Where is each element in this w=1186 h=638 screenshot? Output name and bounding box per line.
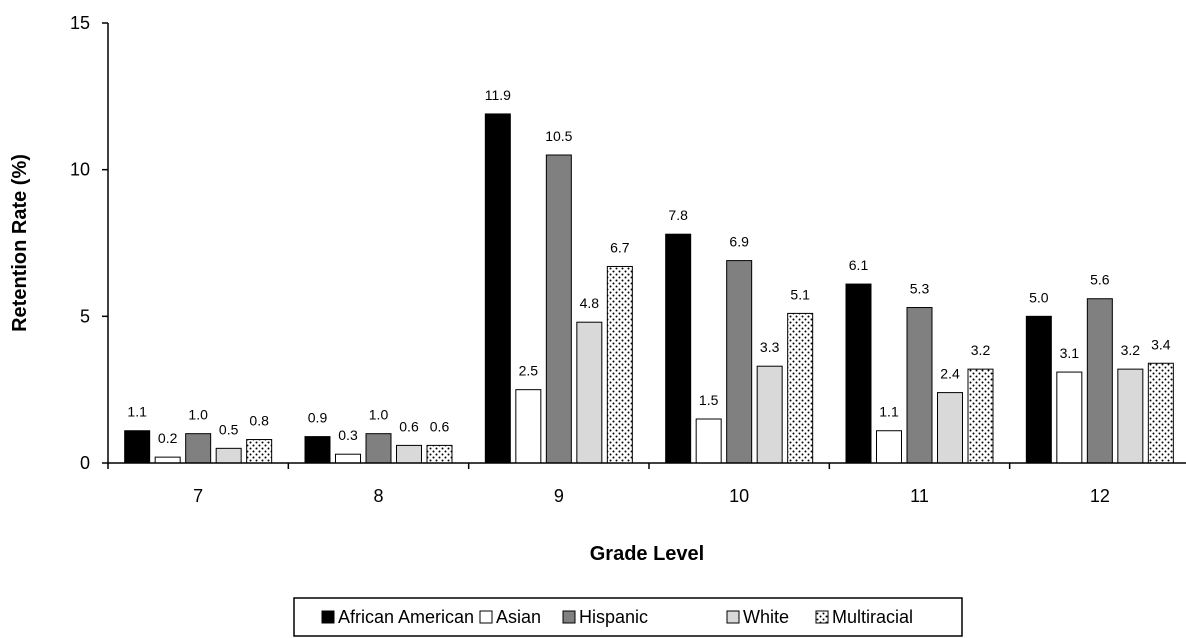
bar bbox=[246, 439, 273, 464]
data-label: 1.5 bbox=[699, 392, 719, 408]
bar bbox=[545, 154, 572, 464]
bar bbox=[756, 365, 783, 464]
legend-box bbox=[293, 597, 963, 637]
bar bbox=[906, 307, 933, 464]
data-label: 6.7 bbox=[610, 239, 630, 255]
legend-swatch bbox=[815, 610, 829, 624]
bar bbox=[124, 430, 151, 464]
bar bbox=[937, 392, 963, 464]
x-tick-label: 7 bbox=[193, 486, 203, 506]
bar bbox=[787, 312, 814, 464]
bar bbox=[1056, 371, 1083, 464]
legend-label: Hispanic bbox=[579, 607, 648, 627]
data-label: 3.1 bbox=[1060, 345, 1080, 361]
y-tick-label: 5 bbox=[80, 306, 90, 326]
bar bbox=[876, 430, 902, 464]
bar bbox=[1086, 298, 1113, 464]
legend-swatch bbox=[479, 610, 493, 624]
data-label: 1.0 bbox=[369, 407, 389, 423]
legend-label: Multiracial bbox=[832, 607, 913, 627]
y-tick-label: 15 bbox=[70, 13, 90, 33]
bar bbox=[396, 444, 422, 464]
bar bbox=[845, 283, 872, 464]
data-label: 2.4 bbox=[940, 366, 960, 382]
y-tick-label: 10 bbox=[70, 160, 90, 180]
data-label: 0.6 bbox=[399, 418, 419, 434]
data-label: 0.8 bbox=[249, 413, 269, 429]
data-label: 7.8 bbox=[668, 207, 688, 223]
x-tick-label: 8 bbox=[373, 486, 383, 506]
bar bbox=[1147, 362, 1174, 464]
data-label: 0.3 bbox=[338, 427, 358, 443]
data-label: 11.9 bbox=[485, 87, 511, 103]
data-label: 5.3 bbox=[910, 281, 930, 297]
y-axis-title: Retention Rate (%) bbox=[9, 154, 31, 332]
data-label: 6.1 bbox=[849, 257, 869, 273]
data-label: 0.9 bbox=[308, 410, 328, 426]
bar bbox=[335, 453, 361, 464]
legend-label: Asian bbox=[496, 607, 541, 627]
bar bbox=[365, 433, 392, 464]
data-label: 3.2 bbox=[1121, 342, 1141, 358]
data-label: 1.1 bbox=[879, 404, 899, 420]
bar bbox=[967, 368, 994, 464]
data-label: 3.4 bbox=[1151, 336, 1171, 352]
bar bbox=[185, 433, 212, 464]
legend-swatch bbox=[321, 610, 335, 624]
x-axis-title: Grade Level bbox=[590, 543, 705, 565]
legend-label: White bbox=[743, 607, 789, 627]
bar bbox=[484, 113, 511, 464]
legend-swatch bbox=[726, 610, 740, 624]
data-label: 0.6 bbox=[430, 418, 450, 434]
data-label: 3.2 bbox=[971, 342, 991, 358]
x-tick-label: 12 bbox=[1090, 486, 1110, 506]
data-label: 0.2 bbox=[158, 430, 178, 446]
x-tick-label: 9 bbox=[554, 486, 564, 506]
bar bbox=[515, 389, 542, 464]
legend-label: African American bbox=[338, 607, 474, 627]
data-label: 3.3 bbox=[760, 339, 780, 355]
x-tick-label: 10 bbox=[729, 486, 749, 506]
data-label: 5.6 bbox=[1090, 272, 1110, 288]
data-label: 1.0 bbox=[188, 407, 208, 423]
data-label: 5.1 bbox=[790, 286, 810, 302]
data-label: 10.5 bbox=[545, 128, 572, 144]
data-label: 5.0 bbox=[1029, 289, 1049, 305]
data-label: 0.5 bbox=[219, 421, 239, 437]
legend: African American Asian Hispanic White Multir… bbox=[293, 597, 963, 637]
bar bbox=[695, 418, 722, 464]
data-label: 2.5 bbox=[519, 363, 539, 379]
bar bbox=[606, 265, 633, 464]
bar bbox=[215, 447, 242, 464]
bar bbox=[726, 260, 753, 464]
plot-area: 1.1 0.2 1.0 0.5 0.8 7 0.9 0.3 1.0 0.6 0.6 8 11.9 2.5 1… bbox=[70, 13, 1186, 506]
x-tick-label: 11 bbox=[910, 486, 929, 506]
bar bbox=[1025, 315, 1052, 464]
data-label: 6.9 bbox=[729, 234, 749, 250]
bar bbox=[576, 321, 603, 464]
y-tick-label: 0 bbox=[80, 453, 90, 473]
bar bbox=[1117, 368, 1144, 464]
data-label: 4.8 bbox=[580, 295, 600, 311]
bar bbox=[665, 233, 692, 464]
data-label: 1.1 bbox=[127, 404, 147, 420]
bar bbox=[426, 444, 453, 464]
bar bbox=[304, 436, 331, 464]
bar bbox=[154, 456, 181, 464]
legend-swatch bbox=[562, 610, 576, 624]
